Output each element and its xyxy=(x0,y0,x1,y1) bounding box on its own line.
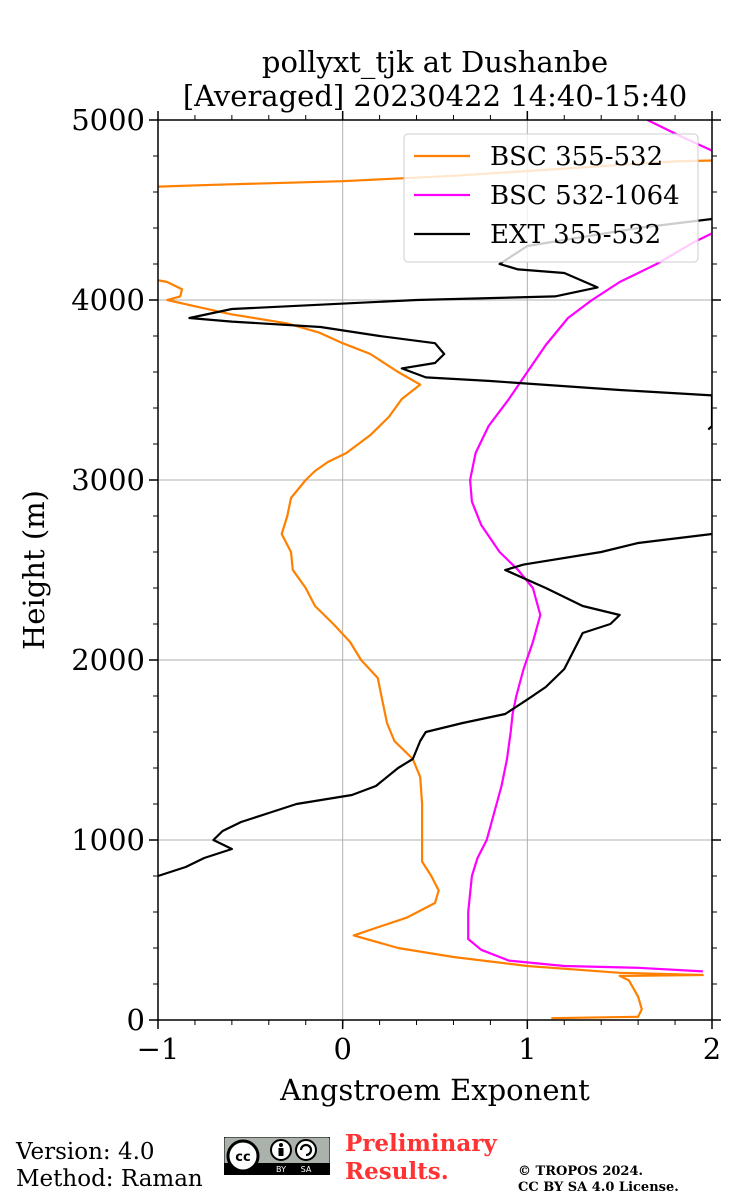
sa-share-icon xyxy=(295,1139,317,1161)
by-person-body xyxy=(278,1148,284,1156)
y-tick-label: 5000 xyxy=(71,103,145,137)
preliminary-line-1: Preliminary xyxy=(345,1130,497,1157)
legend: BSC 355-532 BSC 532-1064 EXT 355-532 xyxy=(403,133,699,263)
sa-arrow xyxy=(299,1143,313,1157)
cc-license-badge: cc BY SA xyxy=(224,1137,330,1175)
chart-subtitle: [Averaged] 20230422 14:40-15:40 xyxy=(183,79,687,113)
series-line-1 xyxy=(467,232,712,973)
legend-frame xyxy=(403,133,699,263)
method-label: Method: Raman xyxy=(16,1166,203,1192)
plot-frame xyxy=(157,119,713,1021)
y-tick-label: 4000 xyxy=(71,283,145,317)
legend-label: BSC 355-532 xyxy=(490,142,663,172)
x-tick-label: 0 xyxy=(333,1032,351,1066)
preliminary-results-label: Preliminary Results. xyxy=(345,1130,497,1186)
x-tick-label: 1 xyxy=(518,1032,536,1066)
x-tick-label: −1 xyxy=(137,1032,180,1066)
series-line-2 xyxy=(158,532,712,878)
y-tick-label: 1000 xyxy=(71,823,145,857)
sa-text: SA xyxy=(301,1165,312,1174)
by-person-head xyxy=(279,1143,283,1147)
copyright-line-1: © TROPOS 2024. xyxy=(518,1164,644,1179)
legend-label: EXT 355-532 xyxy=(490,220,661,250)
series-line-0 xyxy=(158,279,704,1020)
series-line-3 xyxy=(188,217,712,431)
preliminary-line-2: Results. xyxy=(345,1158,449,1185)
x-tick-label: 2 xyxy=(703,1032,721,1066)
cc-icon xyxy=(226,1139,260,1173)
y-tick-label: 3000 xyxy=(71,463,145,497)
y-tick-label: 0 xyxy=(127,1003,145,1037)
cc-text: cc xyxy=(235,1150,250,1165)
chart-title: pollyxt_tjk at Dushanbe xyxy=(262,45,608,80)
y-axis-label: Height (m) xyxy=(17,490,51,650)
copyright-notice: © TROPOS 2024. CC BY SA 4.0 License. xyxy=(518,1164,679,1196)
y-tick-label: 2000 xyxy=(71,643,145,677)
version-label: Version: 4.0 xyxy=(16,1139,155,1165)
by-text: BY xyxy=(276,1165,286,1174)
legend-label: BSC 532-1064 xyxy=(490,181,680,211)
copyright-line-2: CC BY SA 4.0 License. xyxy=(518,1180,679,1195)
x-axis-label: Angstroem Exponent xyxy=(279,1073,590,1107)
